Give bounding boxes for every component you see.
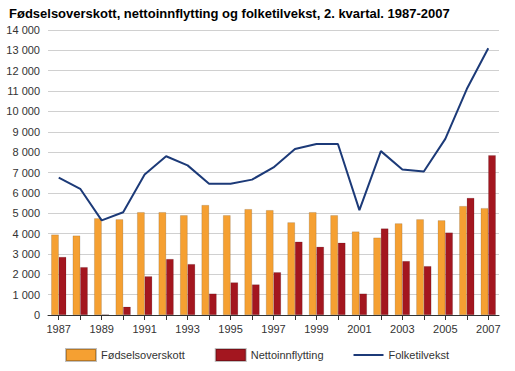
svg-text:1987: 1987	[46, 323, 70, 335]
svg-text:2007: 2007	[476, 323, 500, 335]
svg-text:13 000: 13 000	[6, 44, 40, 56]
svg-text:Nettoinnflytting: Nettoinnflytting	[251, 349, 324, 361]
svg-text:1991: 1991	[132, 323, 156, 335]
svg-text:14 000: 14 000	[6, 24, 40, 36]
svg-text:10 000: 10 000	[6, 105, 40, 117]
svg-text:2005: 2005	[433, 323, 457, 335]
svg-text:1999: 1999	[304, 323, 328, 335]
svg-text:2003: 2003	[390, 323, 414, 335]
svg-text:12 000: 12 000	[6, 65, 40, 77]
svg-text:2001: 2001	[347, 323, 371, 335]
svg-text:5 000: 5 000	[12, 207, 40, 219]
svg-text:1989: 1989	[89, 323, 113, 335]
svg-text:1 000: 1 000	[12, 289, 40, 301]
svg-text:Fødselsoverskott: Fødselsoverskott	[101, 349, 185, 361]
svg-text:11 000: 11 000	[7, 85, 40, 97]
svg-text:1995: 1995	[218, 323, 242, 335]
svg-text:0: 0	[34, 309, 40, 321]
svg-text:1993: 1993	[175, 323, 199, 335]
svg-text:2 000: 2 000	[12, 268, 40, 280]
svg-text:8 000: 8 000	[12, 146, 40, 158]
svg-text:9 000: 9 000	[12, 126, 40, 138]
svg-text:7 000: 7 000	[12, 167, 40, 179]
svg-text:Folketilvekst: Folketilvekst	[389, 349, 450, 361]
svg-text:3 000: 3 000	[12, 248, 40, 260]
svg-text:Fødselsoverskott, nettoinnflyt: Fødselsoverskott, nettoinnflytting og fo…	[9, 6, 450, 21]
svg-text:1997: 1997	[261, 323, 285, 335]
svg-text:6 000: 6 000	[12, 187, 40, 199]
svg-text:4 000: 4 000	[12, 228, 40, 240]
